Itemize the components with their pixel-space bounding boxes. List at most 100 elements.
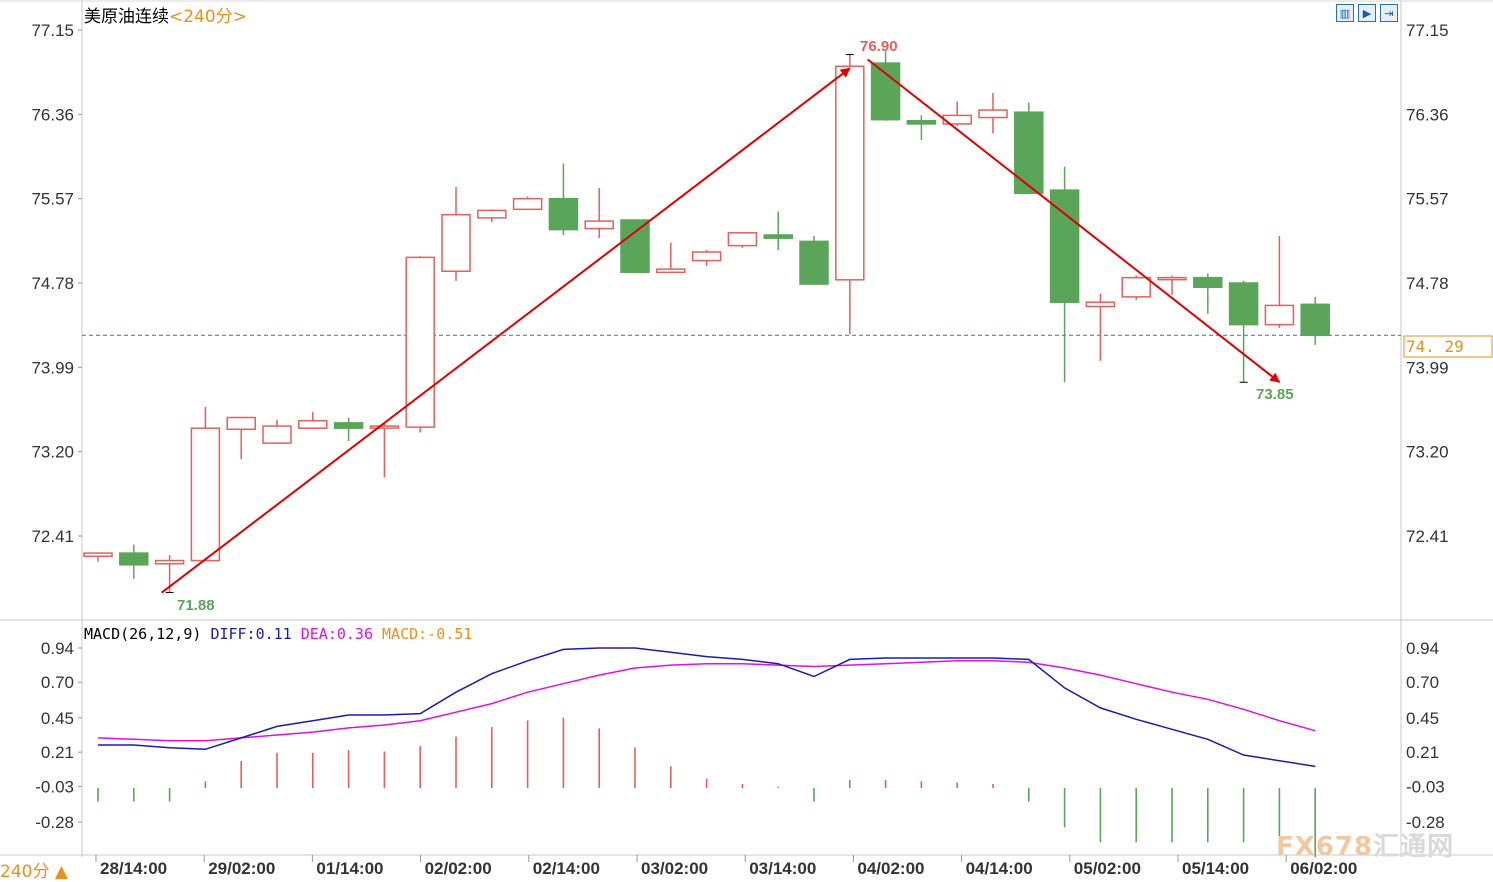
candle (870, 51, 901, 121)
candle (1049, 166, 1080, 383)
macd-tick-left: -0.28 (35, 813, 74, 832)
period-switcher[interactable]: 240分 ▲ (0, 862, 68, 882)
low-annotation-right: 73.85 (1256, 386, 1294, 403)
candle (1085, 293, 1116, 361)
candle (262, 419, 292, 444)
candle-body-down (1049, 189, 1080, 303)
macd-tick-left: 0.45 (41, 709, 74, 728)
macd-header: MACD(26,12,9) DIFF:0.11 DEA:0.36 MACD:-0… (84, 625, 472, 643)
current-price-label: 74. 29 (1406, 337, 1464, 356)
candle (1157, 275, 1187, 295)
candle (1121, 275, 1151, 301)
candle-body-down (620, 219, 650, 274)
candle (226, 416, 256, 460)
watermark-fx: FX678 (1276, 832, 1374, 862)
price-tick-left: 74.78 (31, 274, 74, 293)
candle-body-up (1121, 276, 1151, 298)
macd-series (97, 647, 1316, 858)
macd-tick-right: 0.70 (1406, 673, 1439, 692)
candle-body-up (1264, 304, 1295, 326)
dea-line (97, 660, 1316, 742)
candle-body-up (1085, 301, 1116, 308)
forward-icon[interactable]: ⇥ (1380, 4, 1398, 22)
candle-body-down (1014, 111, 1044, 195)
candle (333, 417, 364, 441)
time-tick-label: 01/14:00 (316, 859, 383, 878)
period-selector[interactable]: <240分> (169, 7, 247, 27)
candle (298, 412, 328, 429)
candle (727, 232, 758, 248)
price-tick-right: 76.36 (1406, 105, 1449, 124)
playback-icon[interactable]: ▶ (1358, 4, 1376, 22)
candle-body-up (691, 251, 722, 262)
candle-body-up (477, 209, 507, 219)
current-price-box (1403, 335, 1493, 358)
chart-icon[interactable]: ▥ (1336, 4, 1354, 22)
macd-axis: 0.94 0.94 0.70 0.70 0.45 0.45 0.21 0.21 -0.03 -0.… (35, 639, 1445, 832)
candle (1014, 102, 1044, 195)
time-tick-label: 02/02:00 (425, 859, 492, 878)
candle-body-down (548, 197, 579, 231)
candle-body-up (1157, 276, 1187, 281)
macd-value: MACD:-0.51 (382, 625, 473, 643)
candle (548, 163, 579, 235)
macd-tick-left: -0.03 (35, 777, 74, 796)
candle-body-down (333, 422, 364, 429)
low-annotation-left: 71.88 (177, 597, 215, 614)
candle (584, 187, 614, 239)
candle (691, 249, 722, 266)
candle (978, 92, 1008, 134)
price-tick-right: 75.57 (1406, 190, 1449, 209)
trend-arrows (160, 58, 1281, 594)
macd-tick-right: 0.94 (1406, 639, 1439, 658)
candle-body-up (190, 427, 221, 562)
chart-frame (0, 0, 1493, 857)
time-axis: 28/14:00 29/02:00 01/14:00 02/02:00 02/14:00… (95, 855, 1357, 878)
time-tick-label: 05/02:00 (1074, 859, 1141, 878)
candle (477, 209, 507, 223)
time-tick-label: 03/14:00 (749, 859, 816, 878)
price-tick-left: 77.15 (31, 21, 74, 40)
price-tick-left: 72.41 (31, 527, 74, 546)
candle-body-up (978, 109, 1008, 119)
candle (369, 423, 400, 478)
time-tick-label: 05/14:00 (1182, 859, 1249, 878)
dea-value: DEA:0.36 (300, 625, 373, 643)
candle-body-up (154, 559, 185, 565)
candle (405, 256, 435, 433)
time-tick-label: 06/02:00 (1290, 859, 1357, 878)
macd-tick-left: 0.21 (41, 743, 74, 762)
macd-tick-left: 0.70 (41, 673, 74, 692)
chart-header: 美原油连续<240分> (84, 2, 247, 27)
candle-body-down (906, 119, 937, 125)
watermark-cn: 汇通网 (1373, 832, 1455, 862)
candle-body-up (512, 197, 543, 211)
candle (83, 552, 113, 562)
trend-arrow (866, 58, 1281, 383)
candle-body-up (262, 425, 292, 444)
time-tick-label: 04/02:00 (857, 859, 924, 878)
price-tick-right: 73.99 (1406, 358, 1449, 377)
candle-body-down (119, 552, 149, 566)
candle-body-up (369, 425, 400, 429)
time-tick-label: 04/14:00 (966, 859, 1033, 878)
candlestick-series (83, 51, 1330, 594)
candle-body-down (1300, 303, 1330, 337)
candle (763, 211, 793, 250)
macd-tick-right: 0.21 (1406, 743, 1439, 762)
macd-tick-left: 0.94 (41, 639, 74, 658)
candle (1228, 280, 1259, 383)
price-annotations: 76.90 71.88 73.85 74. 29 (177, 38, 1493, 614)
candle-body-down (799, 240, 829, 285)
diff-value: DIFF:0.11 (210, 625, 292, 643)
candle (656, 242, 686, 274)
price-tick-left: 75.57 (31, 190, 74, 209)
price-tick-right: 73.20 (1406, 443, 1449, 462)
time-tick-label: 28/14:00 (100, 859, 167, 878)
candle (1264, 236, 1295, 328)
diff-line (98, 647, 1316, 768)
price-tick-left: 73.20 (31, 443, 74, 462)
candle (799, 236, 829, 285)
candle (620, 219, 650, 274)
